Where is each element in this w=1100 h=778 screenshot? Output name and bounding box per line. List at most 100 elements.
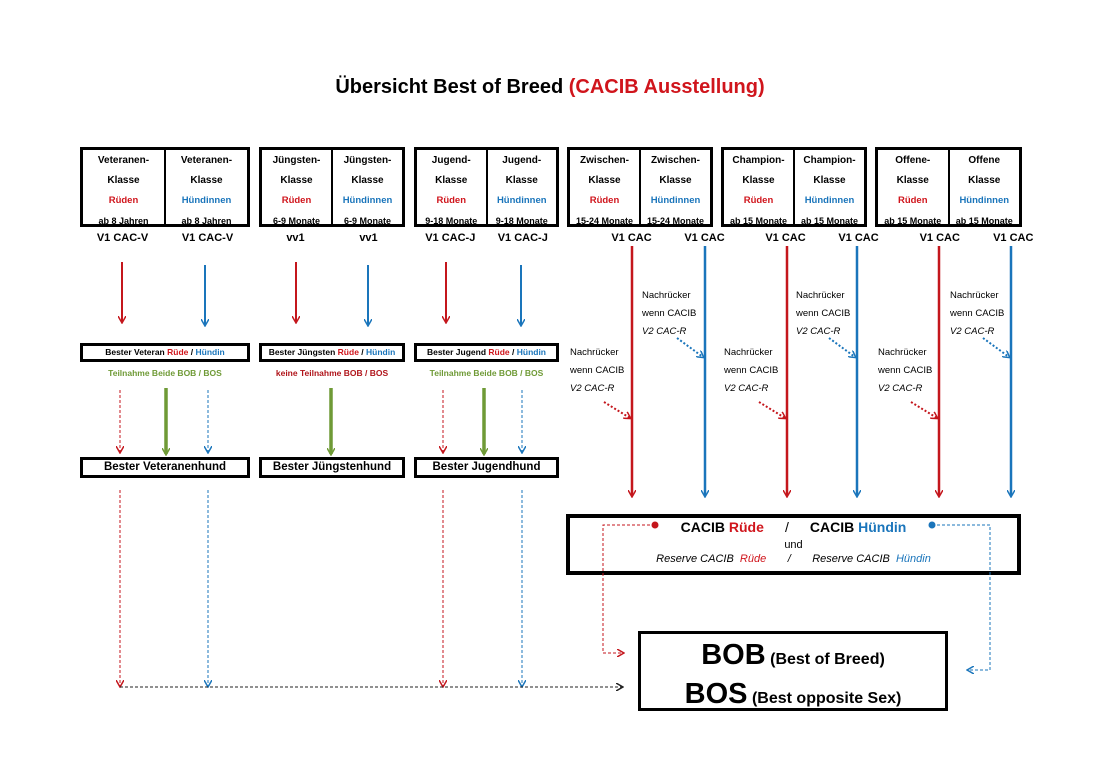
nachruecker-line3: V2 CAC-R [796, 326, 841, 337]
class-sex: Rüden [589, 195, 620, 206]
bob-label: BOB [701, 639, 766, 671]
class-result: vv1 [286, 232, 305, 244]
class-name-suffix: Klasse [190, 175, 223, 186]
bob-bos-box: BOB (Best of Breed) BOS (Best opposite S… [638, 631, 948, 711]
class-name: Offene [968, 155, 1001, 166]
nachruecker-line1: Nachrücker [642, 290, 691, 301]
best-class-box: Bester Veteran Rüde / Hündin [80, 343, 250, 362]
class-group: Offene- Klasse Rüden ab 15 Monate Offene… [875, 147, 1022, 227]
class-sex: Rüden [897, 195, 928, 206]
class-result: V1 CAC-V [96, 232, 149, 244]
class-cell: Veteranen- Klasse Rüden ab 8 Jahren [83, 150, 164, 226]
participation-note: Teilnahme Beide BOB / BOS [429, 368, 544, 378]
best-sep: / [509, 347, 517, 357]
class-age: 15-24 Monate [646, 216, 705, 226]
class-cell: Jugend- Klasse Rüden 9-18 Monate [417, 150, 486, 226]
class-group: Jüngsten- Klasse Rüden 6-9 Monate Jüngst… [259, 147, 405, 227]
class-name-suffix: Klasse [588, 175, 621, 186]
class-sex: Hündinnen [496, 195, 547, 206]
class-name: Jüngsten- [272, 155, 321, 166]
cacib-label: CACIB [680, 519, 725, 535]
class-sex: Hündinnen [342, 195, 393, 206]
class-name: Champion- [732, 155, 785, 166]
class-age: 6-9 Monate [343, 216, 391, 226]
bos-text: (Best opposite Sex) [751, 690, 902, 707]
class-result: V1 CAC-V [181, 232, 234, 244]
class-name: Veteranen- [180, 155, 233, 166]
nachruecker-line3: V2 CAC-R [724, 383, 769, 394]
reserve-separator: / [787, 553, 791, 565]
participation-note: keine Teilnahme BOB / BOS [275, 368, 389, 378]
nachruecker-line3: V2 CAC-R [950, 326, 995, 337]
class-cell: Jüngsten- Klasse Hündinnen 6-9 Monate [331, 150, 402, 226]
nachruecker-note: Nachrücker wenn CACIB V2 CAC-R [950, 287, 1004, 341]
best-male: Rüde [337, 347, 359, 357]
class-group: Champion- Klasse Rüden ab 15 Monate Cham… [721, 147, 867, 227]
class-name-suffix: Klasse [505, 175, 538, 186]
reserve-female-arrow [828, 337, 855, 357]
class-group: Zwischen- Klasse Rüden 15-24 Monate Zwis… [567, 147, 713, 227]
nachruecker-line2: wenn CACIB [570, 365, 625, 376]
class-name: Zwischen- [580, 155, 629, 166]
class-age: ab 15 Monate [884, 216, 942, 226]
cacib-female-to-bob-arrow [932, 524, 991, 670]
best-female: Hündin [195, 347, 225, 357]
class-result: V1 CAC-J [497, 232, 548, 244]
class-group: Veteranen- Klasse Rüden ab 8 Jahren Vete… [80, 147, 250, 227]
best-dog-box: Bester Jüngstenhund [259, 457, 405, 478]
nachruecker-line3: V2 CAC-R [570, 383, 615, 394]
class-cell: Zwischen- Klasse Rüden 15-24 Monate [570, 150, 639, 226]
cacib-male: Rüde [728, 519, 764, 535]
class-sex: Hündinnen [959, 195, 1010, 206]
nachruecker-line1: Nachrücker [950, 290, 999, 301]
cacib-label: CACIB [809, 519, 855, 535]
class-name: Jugend- [431, 155, 471, 166]
class-cell: Offene- Klasse Rüden ab 15 Monate [878, 150, 948, 226]
class-name-suffix: Klasse [435, 175, 468, 186]
class-age: 15-24 Monate [575, 216, 634, 226]
nachruecker-line2: wenn CACIB [642, 308, 697, 319]
best-male: Rüde [167, 347, 189, 357]
title-main: Übersicht Best of Breed [335, 76, 564, 98]
best-sep: / [358, 347, 367, 357]
class-cell: Veteranen- Klasse Hündinnen ab 8 Jahren [164, 150, 247, 226]
class-name: Jüngsten- [343, 155, 392, 166]
class-name: Veteranen- [97, 155, 150, 166]
class-cell: Champion- Klasse Rüden ab 15 Monate [724, 150, 793, 226]
nachruecker-note: Nachrücker wenn CACIB V2 CAC-R [796, 287, 850, 341]
class-result: V1 CAC [611, 232, 652, 244]
class-name-suffix: Klasse [968, 175, 1001, 186]
cacib-female-dot [928, 521, 936, 529]
best-sep: / [188, 347, 196, 357]
class-name-suffix: Klasse [742, 175, 775, 186]
best-male: Rüde [488, 347, 510, 357]
class-sex: Rüden [108, 195, 139, 206]
best-label: Bester Jüngsten [268, 347, 336, 357]
best-dog-box: Bester Jugendhund [414, 457, 559, 478]
class-age: 6-9 Monate [272, 216, 320, 226]
page-title: Übersicht Best of Breed (CACIB Ausstellu… [0, 76, 1100, 99]
class-name: Offene- [895, 155, 931, 166]
class-result: V1 CAC [684, 232, 725, 244]
class-result: vv1 [359, 232, 378, 244]
nachruecker-line1: Nachrücker [724, 347, 773, 358]
reserve-female-arrow [676, 337, 703, 357]
nachruecker-note: Nachrücker wenn CACIB V2 CAC-R [642, 287, 696, 341]
class-name: Jugend- [502, 155, 542, 166]
class-sex: Rüden [436, 195, 467, 206]
cacib-separator: / [784, 519, 789, 535]
class-name-suffix: Klasse [896, 175, 929, 186]
cacib-box: CACIB Rüde / CACIB Hündin und Reserve CACI… [566, 514, 1021, 575]
reserve-cacib-male: Rüde [739, 553, 767, 565]
cacib-und: und [784, 539, 803, 551]
cacib-male-dot [651, 521, 659, 529]
class-sex: Rüden [281, 195, 312, 206]
reserve-female-arrow [982, 337, 1009, 357]
reserve-cacib-female: Hündin [895, 553, 931, 565]
nachruecker-note: Nachrücker wenn CACIB V2 CAC-R [878, 344, 932, 398]
class-name-suffix: Klasse [280, 175, 313, 186]
class-cell: Zwischen- Klasse Hündinnen 15-24 Monate [639, 150, 710, 226]
nachruecker-line1: Nachrücker [878, 347, 927, 358]
class-name: Champion- [803, 155, 856, 166]
